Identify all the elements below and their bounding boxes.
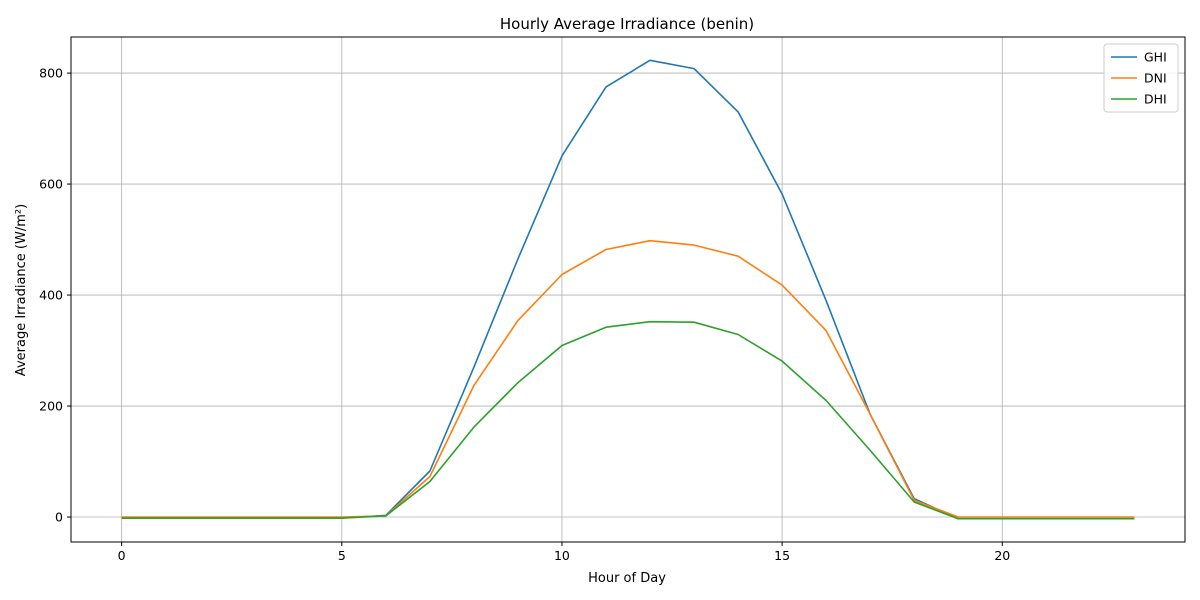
y-tick-label: 0 bbox=[55, 510, 63, 525]
legend-label-dni: DNI bbox=[1144, 71, 1167, 86]
legend-box bbox=[1103, 43, 1179, 113]
series-line-dni bbox=[121, 239, 1135, 518]
y-tick-label: 600 bbox=[39, 177, 63, 192]
plot-area-frame bbox=[70, 36, 1186, 543]
y-axis-label: Average Irradiance (W/m²) bbox=[14, 204, 29, 376]
x-tick-label: 0 bbox=[118, 548, 126, 563]
chart-title: Hourly Average Irradiance (benin) bbox=[500, 15, 754, 33]
series-layer bbox=[121, 59, 1135, 520]
legend-label-ghi: GHI bbox=[1144, 50, 1167, 65]
x-tick-label: 5 bbox=[338, 548, 346, 563]
x-tick-label: 15 bbox=[774, 548, 790, 563]
x-tick-label: 10 bbox=[554, 548, 570, 563]
y-tick-label: 400 bbox=[39, 288, 63, 303]
x-tick-label: 20 bbox=[994, 548, 1010, 563]
y-tick-label: 800 bbox=[39, 66, 63, 81]
legend-label-dhi: DHI bbox=[1144, 92, 1167, 107]
legend: GHI DNI DHI bbox=[1103, 43, 1179, 113]
x-axis-label: Hour of Day bbox=[588, 571, 666, 586]
y-tick-label: 200 bbox=[39, 399, 63, 414]
series-line-dhi bbox=[121, 320, 1135, 520]
